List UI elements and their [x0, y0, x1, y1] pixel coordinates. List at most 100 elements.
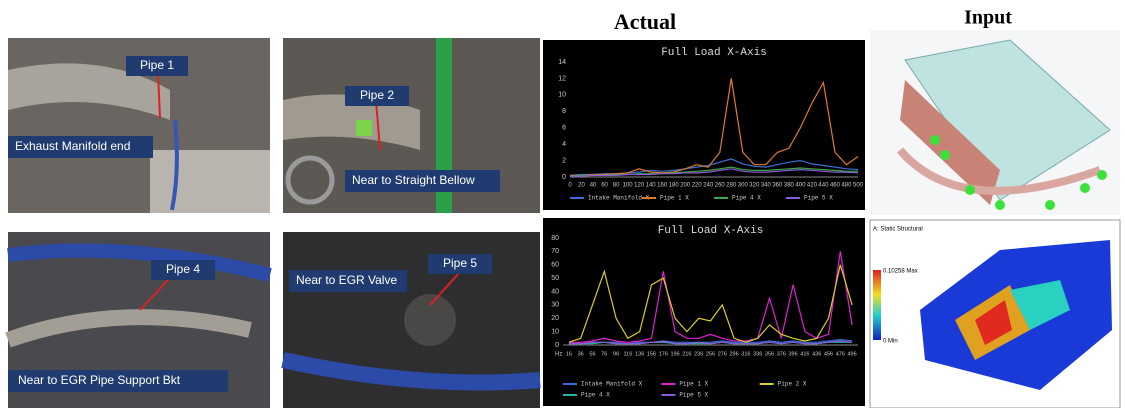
x-tick-label: 96 — [613, 351, 619, 357]
y-tick-label: 4 — [562, 141, 566, 148]
callout: Pipe 5 — [443, 256, 477, 270]
x-tick-label: 316 — [741, 351, 750, 357]
x-tick-label: 180 — [669, 183, 680, 189]
x-tick-label: 80 — [613, 183, 620, 189]
photo-note: Near to Straight Bellow — [352, 173, 475, 187]
x-tick-label: 76 — [601, 351, 607, 357]
x-axis-label: Hz — [555, 352, 562, 358]
x-tick-label: 400 — [795, 183, 806, 189]
y-tick-label: 40 — [551, 288, 559, 295]
heading: Actual — [614, 9, 676, 34]
photo-note: Near to EGR Valve — [296, 273, 397, 287]
y-tick-label: 14 — [558, 59, 566, 66]
x-tick-label: 120 — [634, 183, 645, 189]
y-tick-label: 70 — [551, 248, 559, 255]
sim-header: A: Static Structural — [873, 227, 923, 233]
y-tick-label: 10 — [558, 92, 566, 99]
x-tick-label: 280 — [726, 183, 737, 189]
y-tick-label: 30 — [551, 302, 559, 309]
x-tick-label: 320 — [749, 183, 760, 189]
x-tick-label: 56 — [589, 351, 595, 357]
legend-label: Pipe 4 X — [732, 195, 761, 202]
y-tick-label: 60 — [551, 262, 559, 269]
x-tick-label: 276 — [718, 351, 727, 357]
x-tick-label: 440 — [818, 183, 829, 189]
page: {"headings": {"actual": "Actual", "input… — [0, 0, 1125, 408]
photo-note: Exhaust Manifold end — [15, 139, 130, 153]
legend-label: Pipe 1 X — [679, 381, 708, 388]
heading: Input — [964, 7, 1012, 29]
x-tick-label: 156 — [647, 351, 656, 357]
x-tick-label: 356 — [765, 351, 774, 357]
legend-label: Pipe 5 X — [804, 195, 833, 202]
x-tick-label: 220 — [692, 183, 703, 189]
x-tick-label: 256 — [706, 351, 715, 357]
x-tick-label: 480 — [841, 183, 852, 189]
legend-min: 0 Min — [883, 339, 898, 345]
x-tick-label: 296 — [730, 351, 739, 357]
legend-label: Intake Manifold X — [581, 381, 643, 388]
x-tick-label: 216 — [682, 351, 691, 357]
x-tick-label: 100 — [623, 183, 634, 189]
chart-title: Full Load X-Axis — [658, 225, 764, 237]
legend-label: Intake Manifold X — [588, 195, 650, 202]
x-tick-label: 460 — [830, 183, 841, 189]
x-tick-label: 196 — [671, 351, 680, 357]
callout: Pipe 4 — [166, 262, 200, 276]
y-tick-label: 8 — [562, 108, 566, 115]
photo-note: Near to EGR Pipe Support Bkt — [18, 373, 181, 387]
figure: Actual Input Pipe 1 Exhaust Manifold end… — [0, 0, 1125, 408]
legend-label: Pipe 4 X — [581, 392, 610, 399]
x-tick-label: 376 — [777, 351, 786, 357]
photo: Pipe 5 Near to EGR Valve — [283, 232, 540, 408]
x-tick-label: 136 — [635, 351, 644, 357]
x-tick-label: 336 — [753, 351, 762, 357]
y-tick-label: 0 — [555, 342, 559, 349]
x-tick-label: 20 — [578, 183, 585, 189]
x-tick-label: 236 — [694, 351, 703, 357]
x-tick-label: 300 — [738, 183, 749, 189]
legend-label: Pipe 2 X — [778, 381, 807, 388]
y-tick-label: 10 — [551, 328, 559, 335]
x-tick-label: 176 — [659, 351, 668, 357]
callout: Pipe 1 — [140, 58, 174, 72]
x-tick-label: 436 — [812, 351, 821, 357]
photo: Pipe 2 Near to Straight Bellow — [283, 38, 540, 213]
legend-label: Pipe 1 X — [660, 195, 689, 202]
x-tick-label: 40 — [590, 183, 597, 189]
chart-background — [543, 218, 865, 406]
photo: Pipe 4 Near to EGR Pipe Support Bkt — [8, 232, 270, 408]
y-tick-label: 50 — [551, 275, 559, 282]
cad-image — [870, 30, 1120, 215]
x-tick-label: 340 — [761, 183, 772, 189]
legend-max: 0.10258 Max — [883, 269, 918, 275]
y-tick-label: 0 — [562, 174, 566, 181]
x-tick-label: 380 — [784, 183, 795, 189]
y-tick-label: 2 — [562, 157, 566, 164]
x-tick-label: 60 — [601, 183, 608, 189]
x-tick-label: 416 — [800, 351, 809, 357]
photo: Pipe 1 Exhaust Manifold end — [8, 38, 270, 213]
x-tick-label: 476 — [836, 351, 845, 357]
x-tick-label: 160 — [657, 183, 668, 189]
x-tick-label: 240 — [703, 183, 714, 189]
x-tick-label: 396 — [789, 351, 798, 357]
y-tick-label: 12 — [558, 75, 566, 82]
y-tick-label: 6 — [562, 125, 566, 132]
y-tick-label: 80 — [551, 235, 559, 242]
legend-label: Pipe 5 X — [679, 392, 708, 399]
x-tick-label: 36 — [578, 351, 584, 357]
y-tick-label: 20 — [551, 315, 559, 322]
x-tick-label: 16 — [566, 351, 572, 357]
x-tick-label: 116 — [624, 351, 633, 357]
x-tick-label: 456 — [824, 351, 833, 357]
callout: Pipe 2 — [360, 88, 394, 102]
x-tick-label: 420 — [807, 183, 818, 189]
x-tick-label: 260 — [715, 183, 726, 189]
x-tick-label: 360 — [772, 183, 783, 189]
simulation-image: A: Static Structural 0.10258 Max 0 Min — [870, 220, 1120, 408]
x-tick-label: 500 — [853, 183, 864, 189]
x-tick-label: 200 — [680, 183, 691, 189]
x-tick-label: 140 — [646, 183, 657, 189]
chart-title: Full Load X-Axis — [661, 47, 767, 59]
